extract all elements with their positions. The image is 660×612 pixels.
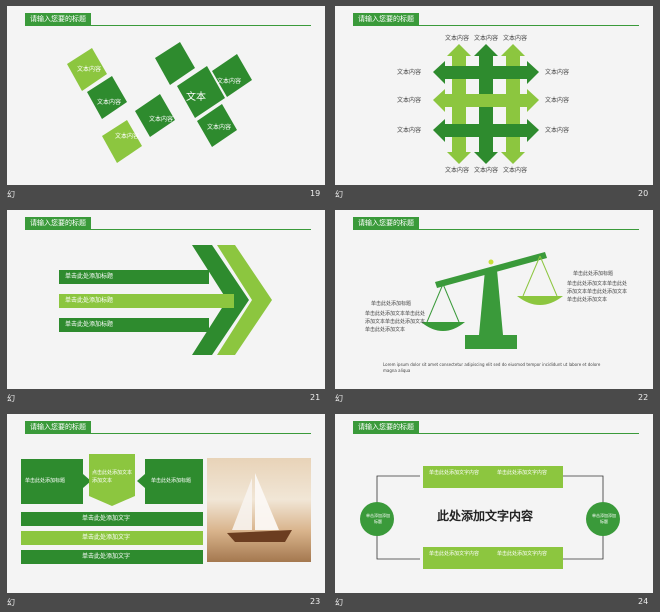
page-number: 24: [638, 597, 649, 606]
page-number: 21: [310, 393, 321, 402]
row-label: 单击此处添加标题: [65, 321, 114, 328]
text-item: 文本内容: [474, 35, 499, 42]
slide-19[interactable]: 请输入您要的标题 文本内容 文本内容 文本内容 文本内容 文本内容 文本内容 文…: [7, 6, 325, 185]
slide-caption: 幻: [335, 190, 343, 199]
text-item: 文本内容: [445, 167, 470, 174]
text-item: 文本内容: [207, 124, 232, 131]
page-number: 20: [638, 189, 649, 198]
puzzle-diagram: [67, 42, 252, 163]
slide-title: 请输入您要的标题: [353, 13, 419, 25]
text-item: 文本内容: [503, 167, 528, 174]
text-item: 文本内容: [545, 69, 570, 76]
text-item: 文本内容: [474, 167, 499, 174]
sailboat-image: [207, 458, 311, 562]
slide-20[interactable]: 请输入您要的标题 文本内容 文本内容 文本内容 文本内: [335, 6, 653, 185]
text-item: 文本内容: [545, 97, 570, 104]
text-item: 文本内容: [97, 99, 122, 106]
block-label: 单击此处添加标题: [151, 478, 192, 484]
slide-21[interactable]: 请输入您要的标题 单击此处添加标题 单击此处添加标题 单击此处添加标题: [7, 210, 325, 389]
block-label: 点击此处添加文本添加文本: [92, 470, 133, 484]
center-label: 文本: [186, 92, 206, 103]
cycle-diagram: [360, 466, 620, 569]
slide-caption: 幻: [7, 598, 15, 607]
cross-arrows-diagram: [433, 44, 539, 164]
slide-caption: 幻: [7, 190, 15, 199]
slide-caption: 幻: [335, 394, 343, 403]
footer-text: Lorem ipsum dolor sit amet consectetur a…: [383, 362, 601, 373]
slide-23[interactable]: 请输入您要的标题 单击此处添加标题 点击此处添加文本添加文本 单击此处添加标题 …: [7, 414, 325, 593]
title-underline: [25, 433, 311, 434]
box-label: 单击此处添加文字内容: [429, 551, 480, 557]
slide-title: 请输入您要的标题: [353, 421, 419, 433]
title-underline: [25, 25, 311, 26]
slide-title: 请输入您要的标题: [25, 13, 91, 25]
title-underline: [353, 229, 639, 230]
slide-caption: 幻: [7, 394, 15, 403]
bar-label: 单击此处添加文字: [82, 515, 131, 522]
slide-title: 请输入您要的标题: [25, 421, 91, 433]
text-item: 文本内容: [149, 116, 174, 123]
scale-diagram: [421, 252, 563, 349]
slide-22[interactable]: 请输入您要的标题 单击此处添加标题 单击此处添加文本单击此处添加文本单击此处添加…: [335, 210, 653, 389]
slide-title: 请输入您要的标题: [353, 217, 419, 229]
text-item: 文本内容: [77, 66, 102, 73]
page-number: 23: [310, 597, 321, 606]
page-number: 19: [310, 189, 321, 198]
sailboat-icon: [227, 473, 292, 542]
side-left-label: 单击添加添加标题: [366, 513, 390, 524]
right-heading: 单击此处添加标题: [573, 271, 614, 277]
left-heading: 单击此处添加标题: [371, 301, 412, 307]
row-label: 单击此处添加标题: [65, 297, 114, 304]
box-label: 单击此处添加文字内容: [497, 470, 548, 476]
text-item: 文本内容: [397, 69, 422, 76]
text-item: 文本内容: [115, 133, 140, 140]
box-label: 单击此处添加文字内容: [429, 470, 480, 476]
page-number: 22: [638, 393, 649, 402]
text-item: 文本内容: [545, 127, 570, 134]
box-label: 单击此处添加文字内容: [497, 551, 548, 557]
title-underline: [25, 229, 311, 230]
title-underline: [353, 25, 639, 26]
slide-caption: 幻: [335, 598, 343, 607]
text-item: 文本内容: [397, 97, 422, 104]
block-label: 单击此处添加标题: [25, 478, 66, 484]
text-item: 文本内容: [445, 35, 470, 42]
left-body: 单击此处添加文本单击此处添加文本单击此处添加文本单击此处添加文本: [365, 311, 426, 333]
title-underline: [353, 433, 639, 434]
text-item: 文本内容: [503, 35, 528, 42]
slide-title: 请输入您要的标题: [25, 217, 91, 229]
bar-label: 单击此处添加文字: [82, 534, 131, 541]
slide-24[interactable]: 请输入您要的标题 单击此处添加文字内容 单击此处添加文字内容 单击此处添加文字内…: [335, 414, 653, 593]
right-body: 单击此处添加文本单击此处添加文本单击此处添加文本单击此处添加文本: [567, 281, 628, 303]
text-item: 文本内容: [217, 78, 242, 85]
bar-label: 单击此处添加文字: [82, 553, 131, 560]
side-right-label: 单击添加添加标题: [592, 513, 616, 524]
center-heading: 此处添加文字内容: [437, 509, 534, 523]
text-item: 文本内容: [397, 127, 422, 134]
row-label: 单击此处添加标题: [65, 273, 114, 280]
arrow-diagram: [59, 245, 272, 355]
blocks-diagram: [21, 454, 203, 564]
